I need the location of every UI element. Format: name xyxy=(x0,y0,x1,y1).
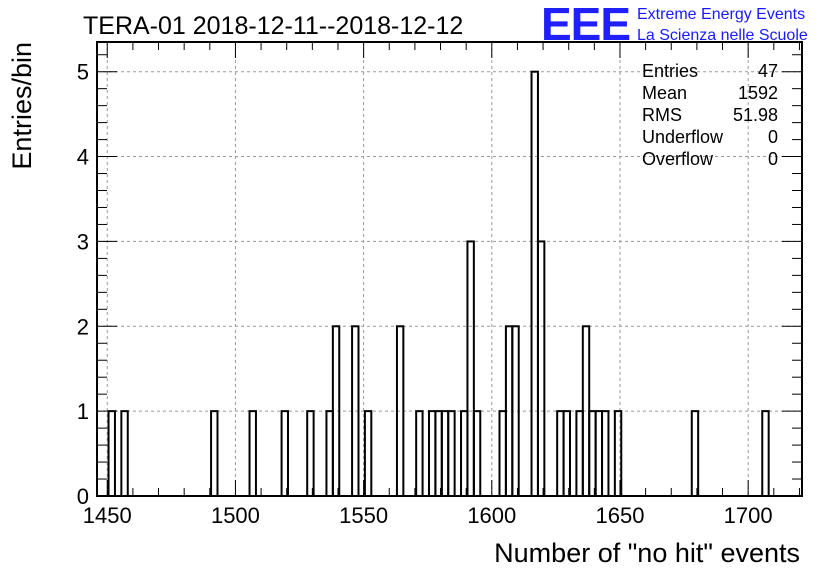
x-tick-label: 1650 xyxy=(596,503,645,528)
stats-value: 0 xyxy=(768,149,778,169)
histogram-bar xyxy=(280,410,289,498)
plot-border xyxy=(96,41,803,497)
histogram-bar xyxy=(331,325,341,497)
stats-label: Underflow xyxy=(642,127,724,147)
y-tick-label: 0 xyxy=(77,484,89,509)
stats-value: 51.98 xyxy=(733,105,778,125)
logo-line-2: La Scienza nelle Scuole xyxy=(637,27,808,44)
axis-ticks xyxy=(97,42,802,497)
y-tick-label: 1 xyxy=(77,399,89,424)
histogram-bar xyxy=(363,410,373,498)
histogram-bar xyxy=(248,410,257,498)
histogram-bar xyxy=(511,325,520,497)
stats-value: 1592 xyxy=(738,83,778,103)
stats-box: Entries 47 Mean 1592 RMS 51.98 Underflow 0 Overf… xyxy=(642,61,778,169)
histogram-bar xyxy=(120,410,129,498)
stats-label: Mean xyxy=(642,83,687,103)
y-tick-label: 4 xyxy=(77,145,89,170)
x-tick-label: 1600 xyxy=(467,503,516,528)
grid-lines xyxy=(97,42,802,496)
histogram-bar xyxy=(536,240,546,497)
stats-label: Entries xyxy=(642,61,698,81)
histogram-bar xyxy=(306,410,315,498)
stats-label: Overflow xyxy=(642,149,714,169)
histogram-bar xyxy=(415,410,424,498)
y-tick-label: 3 xyxy=(77,229,89,254)
histogram-bar xyxy=(447,410,456,498)
histogram-bar xyxy=(210,410,219,498)
x-tick-label: 1550 xyxy=(339,503,388,528)
eee-logo: EEE Extreme Energy Events La Scienza nel… xyxy=(541,0,808,50)
histogram-bar xyxy=(562,410,571,498)
x-tick-label: 1700 xyxy=(724,503,773,528)
histogram-bar xyxy=(601,410,610,498)
tick-labels: 1450 1500 1550 1600 1650 1700 0 1 2 3 4 5 xyxy=(77,60,773,528)
y-tick-label: 5 xyxy=(77,60,89,85)
x-tick-label: 1450 xyxy=(83,503,132,528)
plot-frame xyxy=(96,41,803,497)
logo-letters: EEE xyxy=(541,0,630,50)
histogram-bar xyxy=(472,410,482,498)
chart-title: TERA-01 2018-12-11--2018-12-12 xyxy=(83,12,463,40)
histogram-bar xyxy=(395,325,405,497)
stats-value: 47 xyxy=(758,61,778,81)
stats-value: 0 xyxy=(768,127,778,147)
x-tick-label: 1500 xyxy=(211,503,260,528)
histogram-bar xyxy=(761,410,770,498)
stats-label: RMS xyxy=(642,105,682,125)
histogram-bar xyxy=(107,410,116,498)
histogram-bar xyxy=(690,410,700,498)
x-axis-label: Number of "no hit" events xyxy=(494,538,800,568)
y-tick-label: 2 xyxy=(77,314,89,339)
logo-line-1: Extreme Energy Events xyxy=(637,6,805,23)
y-axis-label: Entries/bin xyxy=(7,42,37,170)
